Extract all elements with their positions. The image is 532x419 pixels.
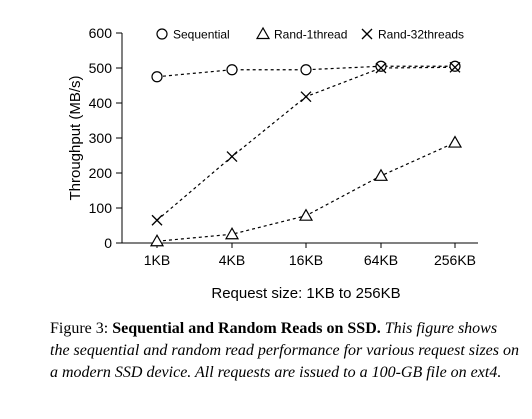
series-line-x xyxy=(156,66,456,221)
legend-label: Rand-32threads xyxy=(378,28,464,42)
series-line-triangle xyxy=(156,142,456,242)
figure-caption: Figure 3: Sequential and Random Reads on… xyxy=(50,318,520,384)
x-axis-label: Request size: 1KB to 256KB xyxy=(211,285,400,302)
data-point-triangle xyxy=(298,208,314,221)
data-point-x xyxy=(300,91,312,103)
y-tick-label: 300 xyxy=(89,130,113,146)
y-tick-label: 100 xyxy=(89,200,113,216)
data-point-x xyxy=(449,61,461,73)
y-axis-label: Throughput (MB/s) xyxy=(67,75,84,200)
x-tick-label: 4KB xyxy=(219,252,245,268)
legend-label: Rand-1thread xyxy=(274,28,347,42)
y-tick-label: 0 xyxy=(104,235,112,251)
legend-label: Sequential xyxy=(173,28,230,42)
x-tick-label: 16KB xyxy=(289,252,323,268)
data-point-circle xyxy=(300,64,312,76)
caption-title: Sequential and Random Reads on SSD. xyxy=(112,320,381,337)
data-point-x xyxy=(375,62,387,74)
data-point-triangle xyxy=(224,227,240,240)
data-point-x xyxy=(151,214,163,226)
data-point-x xyxy=(226,151,238,163)
legend-marker-x xyxy=(361,28,373,40)
series-markers xyxy=(149,60,463,247)
legend-marker-circle xyxy=(156,28,168,40)
data-point-triangle xyxy=(373,168,389,181)
data-point-circle xyxy=(375,60,387,72)
x-tick-label: 64KB xyxy=(364,252,398,268)
legend-marker-triangle xyxy=(255,26,271,40)
x-tick-label: 1KB xyxy=(144,252,170,268)
caption-body: This figure shows the sequential and ran… xyxy=(50,320,519,381)
y-tick-label: 600 xyxy=(89,25,113,41)
data-point-triangle xyxy=(149,234,165,247)
data-point-circle xyxy=(449,60,461,72)
x-tick-label: 256KB xyxy=(434,252,476,268)
y-tick-label: 400 xyxy=(89,95,113,111)
data-point-triangle xyxy=(447,135,463,148)
series-line-circle xyxy=(156,65,455,78)
x-ticks: 1KB 4KB 16KB 64KB 256KB xyxy=(144,243,476,268)
data-point-circle xyxy=(151,71,163,83)
y-tick-label: 200 xyxy=(89,165,113,181)
data-point-circle xyxy=(226,64,238,76)
y-tick-label: 500 xyxy=(89,60,113,76)
y-ticks: 0 100 200 300 400 500 600 xyxy=(89,25,122,251)
legend: Sequential Rand-1thread Rand-32threads xyxy=(156,26,464,42)
caption-label: Figure 3: xyxy=(50,320,109,337)
